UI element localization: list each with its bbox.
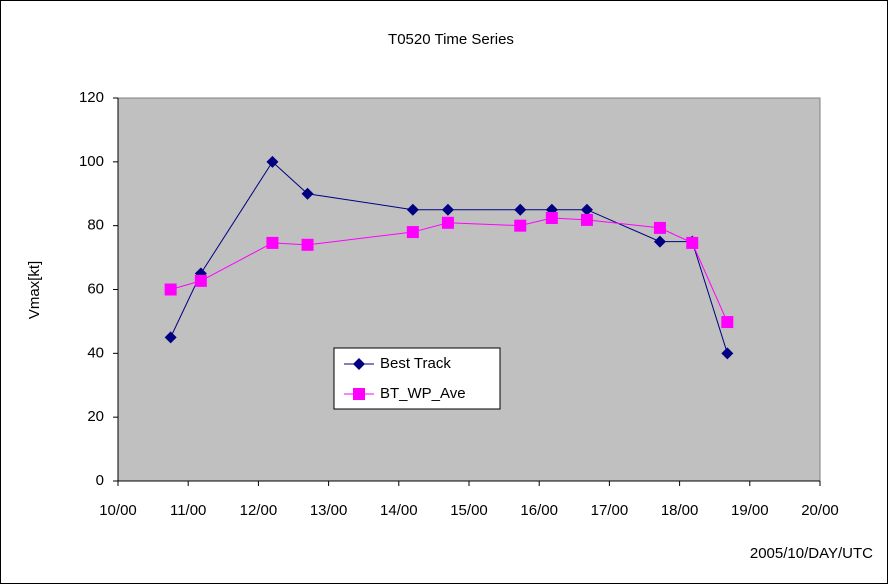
x-tick-label: 15/00: [450, 502, 488, 519]
plot-area: [117, 97, 821, 482]
y-tick-label: 20: [87, 408, 104, 425]
x-tick-label: 20/00: [801, 502, 839, 519]
x-tick-label: 11/00: [170, 502, 206, 519]
y-tick-label: 100: [79, 153, 104, 170]
marker: [301, 187, 314, 200]
x-tick-label: 19/00: [731, 502, 769, 519]
marker: [653, 235, 666, 248]
legend-label: BT_WP_Ave: [380, 385, 466, 402]
marker: [721, 347, 734, 360]
marker: [686, 236, 699, 249]
x-tick-label: 17/00: [591, 502, 629, 519]
x-tick-label: 10/00: [99, 502, 137, 519]
y-tick-label: 120: [79, 89, 104, 106]
y-tick-label: 60: [87, 280, 104, 297]
marker: [441, 216, 454, 229]
marker: [545, 212, 558, 225]
marker: [301, 238, 314, 251]
marker: [653, 221, 666, 234]
y-tick-label: 40: [87, 344, 104, 361]
marker: [406, 203, 419, 216]
y-axis-label: Vmax[kt]: [26, 261, 43, 319]
marker: [266, 155, 279, 168]
marker: [353, 358, 365, 370]
legend-label: Best Track: [380, 355, 451, 372]
y-tick-label: 0: [96, 472, 104, 489]
marker: [580, 213, 593, 226]
marker: [194, 274, 207, 287]
marker: [441, 203, 454, 216]
x-tick-label: 16/00: [520, 502, 558, 519]
y-tick-label: 80: [87, 217, 104, 234]
marker: [164, 283, 177, 296]
chart-title: T0520 Time Series: [388, 31, 514, 48]
x-tick-label: 12/00: [240, 502, 278, 519]
marker: [164, 331, 177, 344]
x-tick-label: 14/00: [380, 502, 418, 519]
marker: [580, 203, 593, 216]
marker: [406, 226, 419, 239]
x-tick-label: 13/00: [310, 502, 348, 519]
x-tick-label: 18/00: [661, 502, 699, 519]
marker: [266, 236, 279, 249]
marker: [353, 388, 365, 400]
x-axis-label: 2005/10/DAY/UTC: [750, 545, 873, 562]
marker: [721, 316, 734, 329]
marker: [514, 219, 527, 232]
marker: [514, 203, 527, 216]
